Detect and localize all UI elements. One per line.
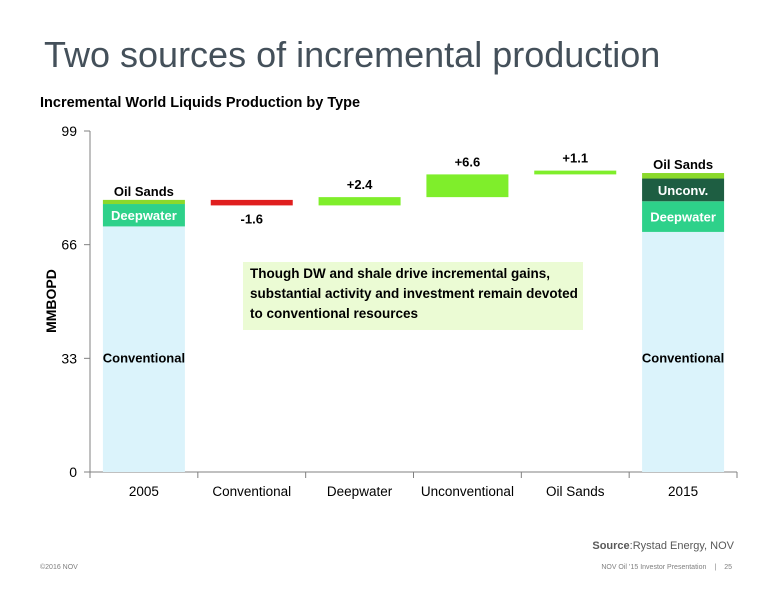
footer-presentation-name: NOV Oil ’15 Investor Presentation: [601, 564, 707, 571]
segment-label: Oil Sands: [114, 184, 174, 199]
source-text: :Rystad Energy, NOV: [629, 540, 734, 552]
change-data-label: -1.6: [241, 211, 263, 226]
segment-label: Deepwater: [111, 208, 177, 223]
y-tick-label: 99: [61, 123, 77, 139]
x-tick-label: 2015: [668, 484, 698, 499]
segment-label: Conventional: [642, 350, 724, 365]
change-data-label: +6.6: [455, 154, 481, 169]
bar-segment-conventional: [642, 231, 725, 472]
callout-box: [243, 262, 583, 330]
callout-text: Though DW and shale drive incremental ga…: [250, 266, 578, 321]
footer-page-number: 25: [724, 564, 732, 571]
footer-copyright: ©2016 NOV: [40, 564, 78, 571]
change-data-label: +1.1: [562, 151, 588, 166]
bar-segment-oil_sands: [102, 199, 185, 205]
footer-presentation: NOV Oil ’15 Investor Presentation | 25: [601, 564, 732, 571]
segment-label: Oil Sands: [653, 157, 713, 172]
bar-segment-deepwater: [642, 201, 725, 232]
footer-separator: |: [714, 564, 717, 571]
change-bar: [318, 197, 401, 206]
bar-segment-oil_sands: [642, 173, 725, 179]
chart-title: Incremental World Liquids Production by …: [40, 95, 361, 111]
segment-label: Unconv.: [658, 183, 708, 198]
change-bar: [534, 170, 617, 175]
x-tick-label: Conventional: [212, 484, 291, 499]
segment-label: Deepwater: [650, 210, 716, 225]
x-tick-label: Oil Sands: [546, 484, 605, 499]
change-bar: [210, 199, 293, 206]
y-axis-title: MMBOPD: [43, 269, 59, 333]
y-tick-label: 66: [61, 237, 77, 253]
bar-segment-unconventional: [642, 178, 725, 202]
bar-segment-deepwater: [102, 204, 185, 227]
change-data-label: +2.4: [347, 177, 373, 192]
x-tick-label: Deepwater: [327, 484, 393, 499]
segment-label: Conventional: [103, 350, 185, 365]
slide-title: Two sources of incremental production: [44, 34, 661, 75]
x-tick-label: Unconventional: [421, 484, 514, 499]
y-tick-label: 0: [69, 464, 77, 480]
x-tick-label: 2005: [129, 484, 159, 499]
source-note: Source:Rystad Energy, NOV: [592, 540, 734, 552]
source-label: Source: [592, 540, 630, 552]
callout-text-wrap: Though DW and shale drive incremental ga…: [250, 266, 578, 321]
bar-segment-conventional: [102, 226, 185, 472]
y-tick-label: 33: [61, 350, 77, 366]
change-bar: [426, 174, 509, 198]
